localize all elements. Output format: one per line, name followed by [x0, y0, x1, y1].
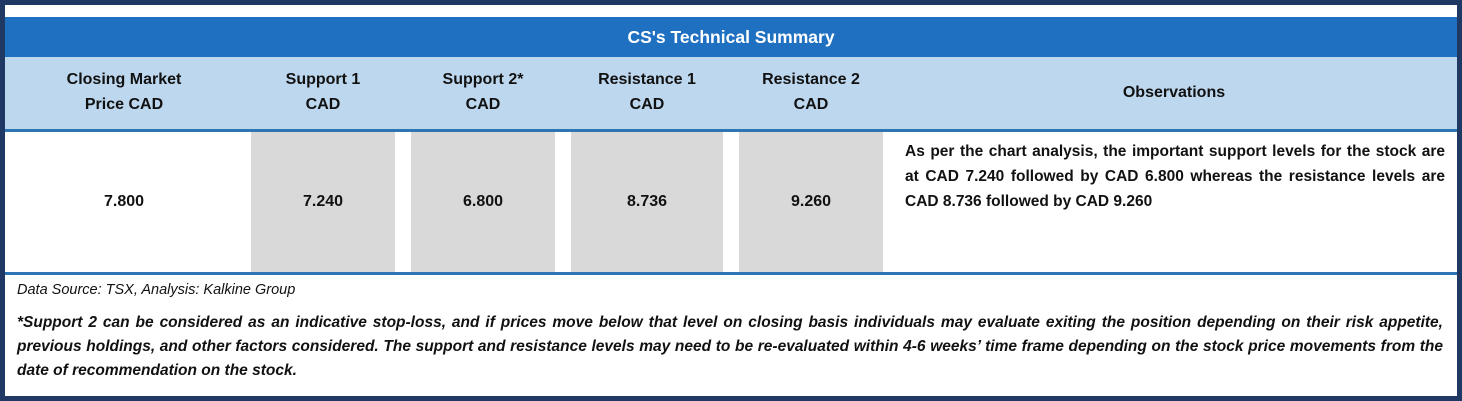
header-line2: CAD [305, 96, 341, 113]
support-2-value: 6.800 [462, 193, 504, 210]
top-strip [5, 5, 1457, 17]
header-support-2: Support 2* CAD [403, 57, 563, 129]
header-resistance-1: Resistance 1 CAD [563, 57, 731, 129]
header-line2: CAD [793, 96, 829, 113]
cell-resistance-2: 9.260 [739, 132, 883, 272]
header-divider-line [5, 129, 1457, 132]
header-line2: CAD [465, 96, 501, 113]
resistance-2-value: 9.260 [790, 193, 832, 210]
cell-support-1: 7.240 [251, 132, 395, 272]
header-line1: Resistance 2 [762, 71, 860, 89]
header-line1: Observations [1122, 83, 1226, 101]
support-1-value: 7.240 [302, 193, 344, 210]
header-line1: Support 2* [442, 71, 524, 89]
resistance-1-value: 8.736 [626, 193, 668, 210]
cell-resistance-1: 8.736 [571, 132, 723, 272]
header-support-1: Support 1 CAD [243, 57, 403, 129]
data-source-row: Data Source: TSX, Analysis: Kalkine Grou… [5, 275, 1457, 305]
table-data-row: 7.800 7.240 6.800 8.736 9.260 As per the… [5, 132, 1457, 272]
data-divider-line [5, 272, 1457, 275]
data-source-note: Data Source: TSX, Analysis: Kalkine Grou… [17, 282, 296, 298]
table-header-row: Closing Market Price CAD Support 1 CAD S… [5, 57, 1457, 129]
header-line2: CAD [629, 96, 665, 113]
footnote-text: *Support 2 can be considered as an indic… [17, 314, 1443, 380]
table-title-bar: CS's Technical Summary [5, 17, 1457, 57]
closing-market-price-value: 7.800 [103, 193, 145, 210]
header-line1: Closing Market [66, 71, 182, 89]
cell-support-2: 6.800 [411, 132, 555, 272]
table-title: CS's Technical Summary [627, 26, 835, 47]
header-line1: Resistance 1 [598, 71, 696, 89]
header-observations: Observations [891, 57, 1457, 129]
observations-text: As per the chart analysis, the important… [905, 143, 1445, 210]
cell-observations: As per the chart analysis, the important… [891, 132, 1457, 272]
header-line2: Price CAD [84, 96, 164, 113]
header-resistance-2: Resistance 2 CAD [731, 57, 891, 129]
cell-closing-market-price: 7.800 [5, 132, 243, 272]
header-closing-market-price: Closing Market Price CAD [5, 57, 243, 129]
header-line1: Support 1 [285, 71, 361, 89]
